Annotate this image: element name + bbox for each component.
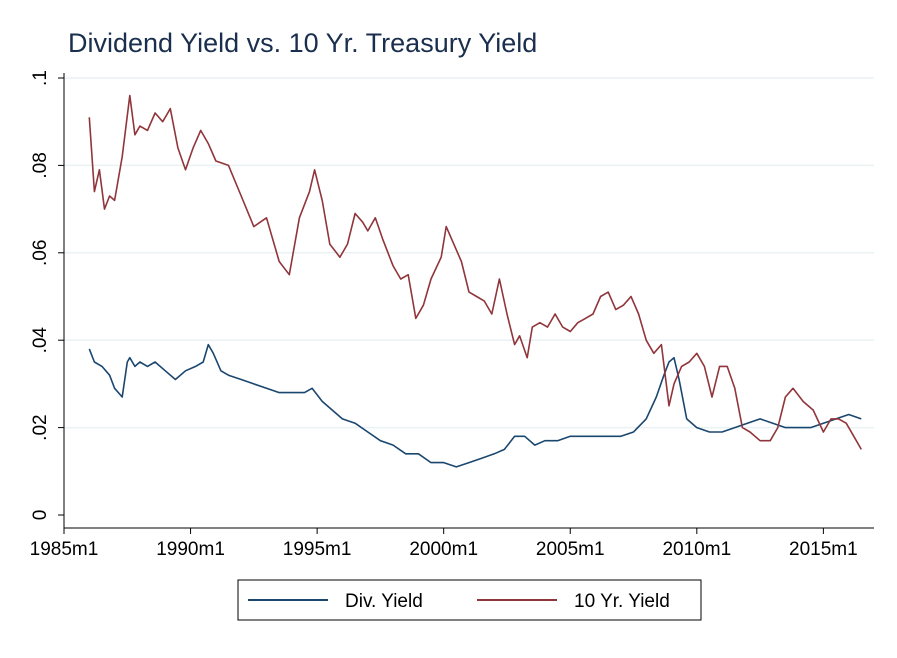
series-line-1 (88, 94, 862, 450)
series-lines (88, 94, 862, 468)
x-tick-label-3: 2000m1 (409, 539, 478, 560)
y-tick-label-2: .04 (30, 327, 51, 354)
legend: Div. Yield 10 Yr. Yield (237, 579, 702, 621)
legend-label-div-yield: Div. Yield (345, 591, 423, 612)
y-tick-label-1: .02 (30, 414, 51, 440)
y-tick-label-5: .1 (30, 70, 51, 86)
x-tick-label-2: 1995m1 (283, 539, 352, 560)
chart-title: Dividend Yield vs. 10 Yr. Treasury Yield (68, 28, 537, 58)
y-tick-label-0: 0 (30, 510, 51, 521)
gridlines (64, 77, 874, 429)
axes: 0 .02 .04 .06 .08 .1 1985m1 1990m1 1995m1 2000m1 2… (30, 70, 874, 560)
x-tick-label-1: 1990m1 (156, 539, 225, 560)
x-tick-label-0: 1985m1 (30, 539, 99, 560)
x-tick-label-6: 2015m1 (789, 539, 858, 560)
series-line-0 (88, 343, 862, 468)
legend-label-10yr-yield: 10 Yr. Yield (574, 591, 670, 612)
x-tick-label-4: 2005m1 (536, 539, 605, 560)
y-tick-label-4: .08 (30, 152, 51, 178)
y-tick-label-3: .06 (30, 240, 51, 266)
x-tick-label-5: 2010m1 (662, 539, 731, 560)
